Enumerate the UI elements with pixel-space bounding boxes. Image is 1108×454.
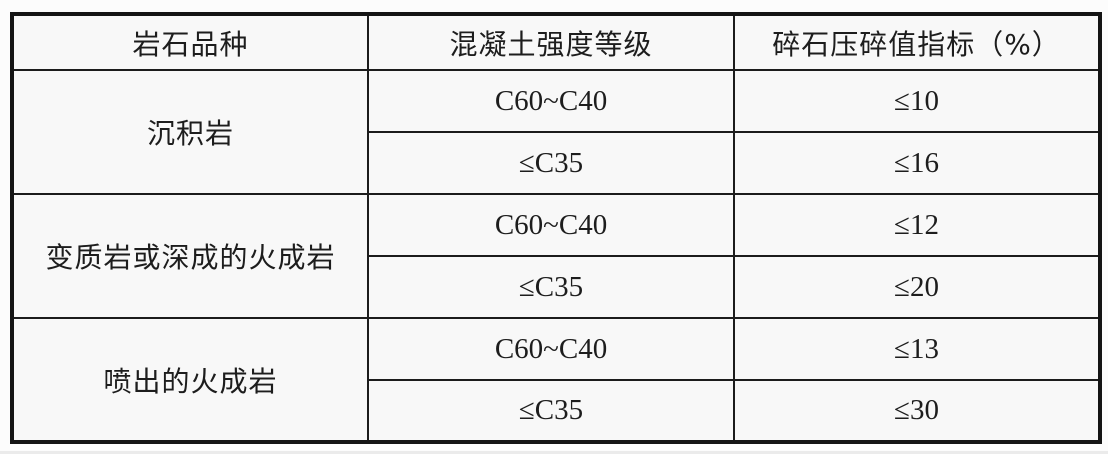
grade-cell: ≤C35	[367, 131, 735, 195]
rock-type-cell: 喷出的火成岩	[11, 317, 369, 443]
table-row: ≤C35 ≤20	[12, 255, 1101, 319]
bottom-shadow	[0, 451, 1108, 454]
crush-value-cell: ≤30	[733, 379, 1101, 443]
crush-value-cell: ≤13	[733, 317, 1101, 381]
table-row: ≤C35 ≤30	[12, 379, 1101, 443]
grade-cell: C60~C40	[367, 69, 735, 133]
crush-value-cell: ≤10	[733, 69, 1101, 133]
table-row: 喷出的火成岩 C60~C40 ≤13	[11, 317, 1101, 443]
grade-cell: ≤C35	[367, 379, 735, 443]
col-header-crush-index: 碎石压碎值指标（%）	[733, 13, 1101, 71]
col-header-rock-type: 岩石品种	[11, 13, 369, 71]
rock-type-cell: 沉积岩	[11, 69, 369, 195]
crushed-stone-spec-table: 岩石品种 混凝土强度等级 碎石压碎值指标（%） 沉积岩 C60~C40 ≤10 …	[10, 12, 1102, 444]
grade-cell: ≤C35	[367, 255, 735, 319]
crush-value-cell: ≤16	[733, 131, 1101, 195]
grade-cell: C60~C40	[367, 317, 735, 381]
table-row: 沉积岩 C60~C40 ≤10	[11, 69, 1101, 195]
table-row: 变质岩或深成的火成岩 C60~C40 ≤12	[11, 193, 1101, 319]
col-header-concrete-grade: 混凝土强度等级	[367, 13, 735, 71]
crush-value-cell: ≤12	[733, 193, 1101, 257]
header-row: 岩石品种 混凝土强度等级 碎石压碎值指标（%）	[11, 13, 1101, 71]
rock-type-cell: 变质岩或深成的火成岩	[11, 193, 369, 319]
crush-value-cell: ≤20	[733, 255, 1101, 319]
grade-cell: C60~C40	[367, 193, 735, 257]
table-row: ≤C35 ≤16	[12, 131, 1101, 195]
